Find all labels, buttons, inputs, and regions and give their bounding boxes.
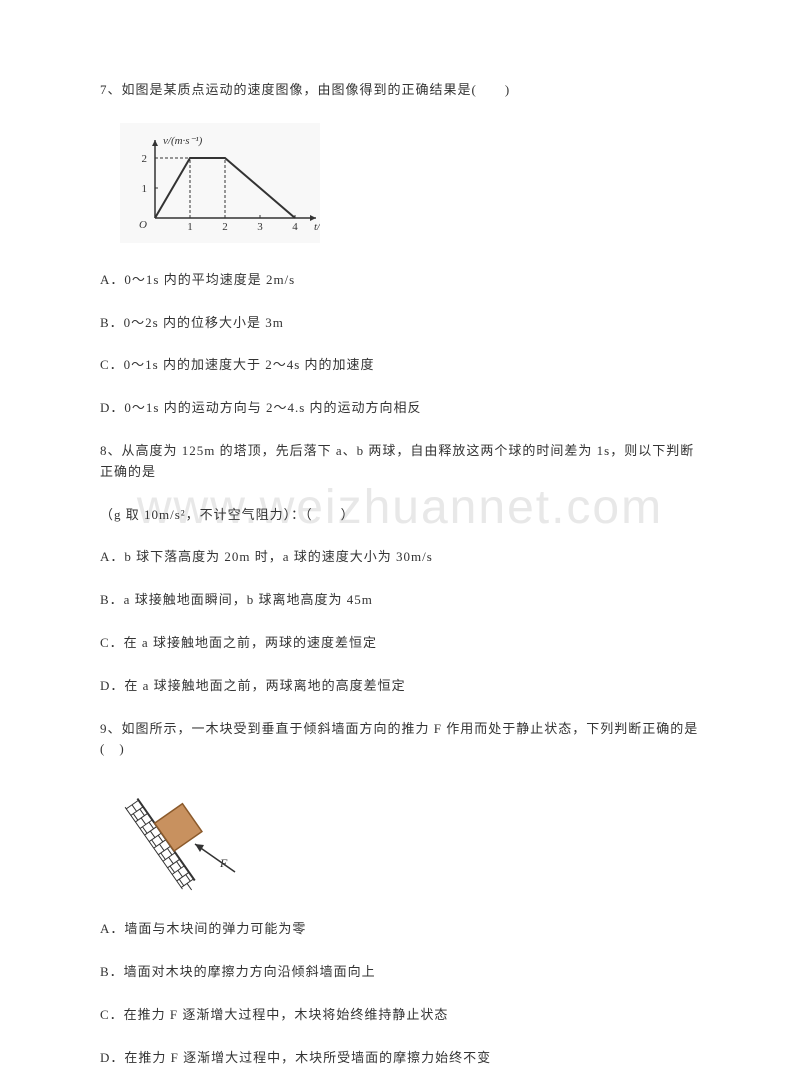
- q7-graph: 1 2 3 4 1 2 v/(m·s⁻¹) t/s O: [120, 123, 700, 248]
- svg-text:3: 3: [257, 221, 263, 233]
- q7-option-d: D．0～1s 内的运动方向与 2～4.s 内的运动方向相反: [100, 398, 700, 419]
- q8-option-c: C．在 a 球接触地面之前，两球的速度差恒定: [100, 633, 700, 654]
- q8-stem-line2: （g 取 10m/s²，不计空气阻力）：（ ）: [100, 505, 700, 526]
- svg-text:2: 2: [142, 153, 148, 165]
- q9-stem: 9、如图所示，一木块受到垂直于倾斜墙面方向的推力 F 作用而处于静止状态，下列判…: [100, 719, 700, 761]
- svg-text:2: 2: [222, 221, 228, 233]
- q9-diagram: F: [120, 782, 700, 897]
- q9-option-a: A．墙面与木块间的弹力可能为零: [100, 919, 700, 940]
- svg-text:v/(m·s⁻¹): v/(m·s⁻¹): [163, 135, 203, 147]
- q9-option-d: D．在推力 F 逐渐增大过程中，木块所受墙面的摩擦力始终不变: [100, 1048, 700, 1068]
- svg-text:t/s: t/s: [314, 221, 320, 233]
- page-content: 7、如图是某质点运动的速度图像，由图像得到的正确结果是( ) 1 2 3 4 1 2 v/(…: [100, 80, 700, 1068]
- svg-text:F: F: [219, 856, 228, 870]
- q7-option-b: B．0～2s 内的位移大小是 3m: [100, 313, 700, 334]
- q8-stem-line1: 8、从高度为 125m 的塔顶，先后落下 a、b 两球，自由释放这两个球的时间差…: [100, 441, 700, 483]
- q8-option-b: B．a 球接触地面瞬间，b 球离地高度为 45m: [100, 590, 700, 611]
- q7-option-a: A．0～1s 内的平均速度是 2m/s: [100, 270, 700, 291]
- q8-option-a: A．b 球下落高度为 20m 时，a 球的速度大小为 30m/s: [100, 547, 700, 568]
- velocity-time-graph: 1 2 3 4 1 2 v/(m·s⁻¹) t/s O: [120, 123, 320, 243]
- q7-stem: 7、如图是某质点运动的速度图像，由图像得到的正确结果是( ): [100, 80, 700, 101]
- q7-option-c: C．0～1s 内的加速度大于 2～4s 内的加速度: [100, 355, 700, 376]
- q9-option-c: C．在推力 F 逐渐增大过程中，木块将始终维持静止状态: [100, 1005, 700, 1026]
- svg-text:1: 1: [142, 183, 148, 195]
- svg-text:O: O: [139, 219, 147, 231]
- inclined-wall-diagram: F: [120, 782, 260, 892]
- svg-text:1: 1: [187, 221, 193, 233]
- svg-text:4: 4: [292, 221, 298, 233]
- q8-option-d: D．在 a 球接触地面之前，两球离地的高度差恒定: [100, 676, 700, 697]
- q9-option-b: B．墙面对木块的摩擦力方向沿倾斜墙面向上: [100, 962, 700, 983]
